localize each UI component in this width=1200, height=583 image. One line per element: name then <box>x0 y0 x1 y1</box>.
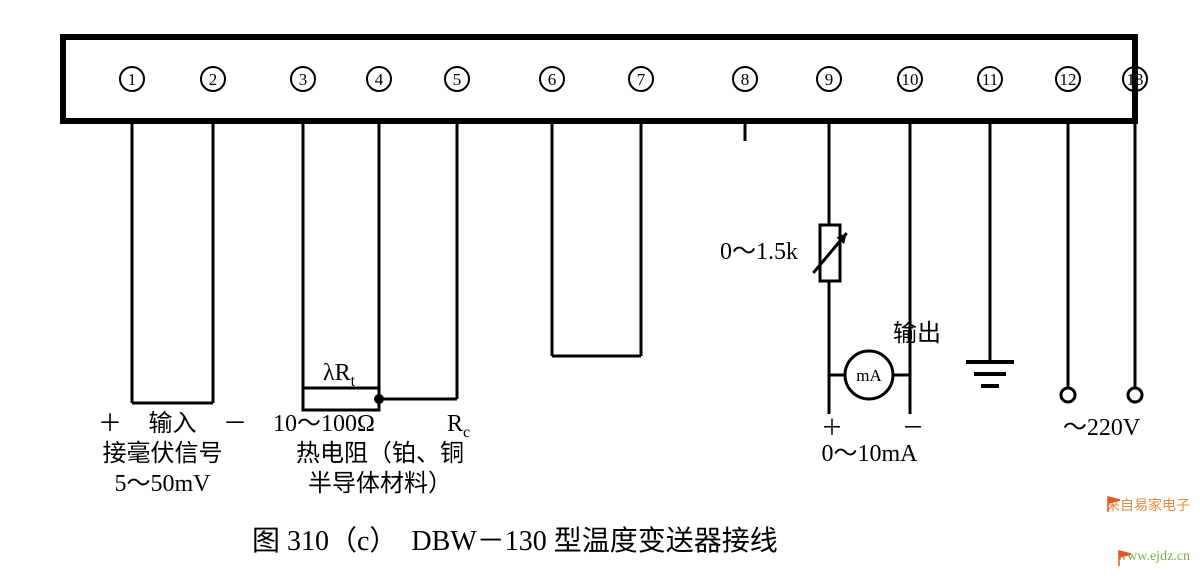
power-label: ～220V <box>1063 415 1141 441</box>
terminal-label: 9 <box>825 70 834 89</box>
rtd-range: 10～100Ω <box>273 411 375 437</box>
diagram-stage: 12345678910111213＋输入－接毫伏信号5～50mVλRt10～10… <box>0 0 1200 583</box>
pot-label: 0～1.5k <box>720 239 798 265</box>
terminal-label: 12 <box>1060 70 1077 89</box>
rtd-resistor <box>303 388 379 410</box>
terminal-label: 8 <box>741 70 750 89</box>
figure-caption: 图 310（c） DBW－130 型温度变送器接线 <box>252 519 778 559</box>
flag-icon <box>1117 549 1135 567</box>
terminal-label: 1 <box>128 70 137 89</box>
terminal-label: 6 <box>548 70 557 89</box>
terminal-label: 13 <box>1127 70 1144 89</box>
flag-icon <box>1106 495 1124 513</box>
terminal-label: 10 <box>902 70 919 89</box>
diagram-svg: 12345678910111213＋输入－接毫伏信号5～50mVλRt10～10… <box>0 0 1200 583</box>
power-terminal <box>1061 388 1075 402</box>
output-range: 0～10mA <box>822 441 919 467</box>
terminal-strip <box>63 37 1135 121</box>
terminal-label: 4 <box>375 70 384 89</box>
terminal-label: 2 <box>209 70 218 89</box>
junction-dot <box>374 394 384 404</box>
terminal-label: 7 <box>637 70 646 89</box>
input-line3: 5～50mV <box>115 471 212 497</box>
terminal-label: 5 <box>453 70 462 89</box>
input-label: 输入 <box>149 410 197 437</box>
output-label: 输出 <box>893 320 941 347</box>
terminal-label: 11 <box>982 70 998 89</box>
rc-label: Rc <box>447 411 470 441</box>
plus-sign: ＋ <box>821 415 843 440</box>
input-line2: 接毫伏信号 <box>103 440 223 467</box>
lambda-rt-label: λRt <box>323 360 356 390</box>
ma-glyph: mA <box>856 366 882 385</box>
plus-sign: ＋ <box>98 411 122 437</box>
rtd-line2: 热电阻（铂、铜 <box>296 440 464 467</box>
watermark-line1: 来自易家电子 <box>1106 495 1190 515</box>
power-terminal <box>1128 388 1142 402</box>
watermark-line2: www.ejdz.cn <box>1117 549 1190 565</box>
minus-sign: － <box>902 415 924 440</box>
minus-sign: － <box>223 411 247 437</box>
terminal-label: 3 <box>299 70 308 89</box>
rtd-line3: 半导体材料） <box>308 470 452 497</box>
